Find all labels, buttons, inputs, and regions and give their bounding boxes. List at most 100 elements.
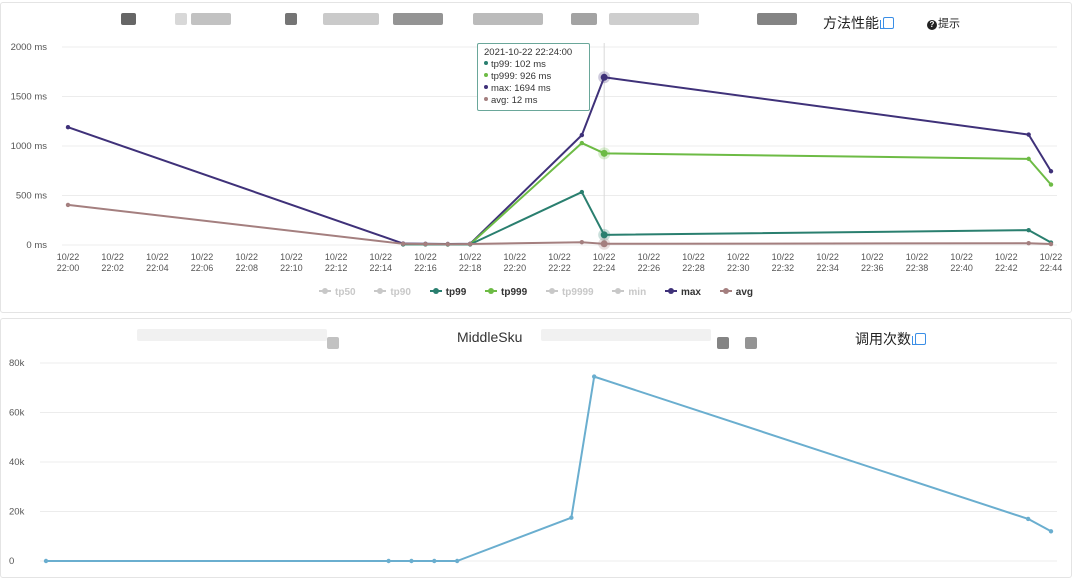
redacted-title-block <box>191 13 231 25</box>
redacted-title-block <box>757 13 797 25</box>
data-point <box>579 240 585 245</box>
data-point <box>591 374 597 379</box>
tooltip-time: 2021-10-22 22:24:00 <box>484 47 573 58</box>
legend-item-tp9999[interactable]: tp9999 <box>545 287 594 298</box>
x-tick-label: 10/22 22:16 <box>414 252 437 273</box>
performance-line-chart[interactable]: 0 ms 500 ms 1000 ms 1500 ms 2000 ms 10/22 22:0… <box>1 3 1072 281</box>
data-point <box>454 558 460 564</box>
tooltip-row-max: max: 1694 ms <box>484 83 583 95</box>
redacted-title-block <box>745 337 757 349</box>
y-tick-label: 1500 ms <box>11 92 48 103</box>
redacted-title-block <box>609 13 699 25</box>
legend-item-min[interactable]: min <box>612 287 646 298</box>
copy-icon[interactable] <box>880 17 894 29</box>
x-tick-label: 10/22 22:28 <box>682 252 705 273</box>
data-point <box>432 558 437 564</box>
data-point <box>1026 156 1031 162</box>
tooltip-row-tp99: tp99: 102 ms <box>484 59 583 71</box>
redacted-title-block <box>121 13 136 25</box>
legend-item-tp50[interactable]: tp50 <box>319 287 356 298</box>
legend-item-max[interactable]: max <box>664 287 701 298</box>
x-tick-label: 10/22 22:14 <box>370 252 393 273</box>
data-point <box>1026 227 1031 233</box>
series-line <box>46 375 1052 562</box>
redacted-title-block <box>137 329 327 341</box>
y-tick-label: 2000 ms <box>11 42 48 53</box>
tooltip-row-tp999: tp999: 926 ms <box>484 71 583 83</box>
call-count-panel: MiddleSku 调用次数 0 20k 40k 60k 80k <box>0 318 1072 578</box>
legend-item-avg[interactable]: avg <box>719 287 753 298</box>
y-tick-label: 60k <box>9 408 25 419</box>
x-tick-label: 10/22 22:04 <box>146 252 169 273</box>
data-point <box>1025 516 1031 522</box>
x-tick-label: 10/22 22:10 <box>280 252 303 273</box>
y-tick-label: 20k <box>9 507 25 518</box>
redacted-title-block <box>717 337 729 349</box>
chart-legend: tp50 tp90 tp99 tp999 tp9999 min max avg <box>1 287 1071 298</box>
panel-title: 方法性能 ? 提示 <box>1 11 1071 35</box>
x-tick-label: 10/22 22:02 <box>101 252 124 273</box>
legend-item-tp999[interactable]: tp999 <box>485 287 527 298</box>
legend-item-tp90[interactable]: tp90 <box>374 287 411 298</box>
tooltip-row-avg: avg: 12 ms <box>484 95 583 107</box>
data-point <box>569 515 574 520</box>
x-tick-label: 10/22 22:36 <box>861 252 884 273</box>
data-point <box>423 241 428 247</box>
panel-title: MiddleSku 调用次数 <box>1 327 1071 351</box>
x-tick-label: 10/22 22:42 <box>995 252 1018 273</box>
redacted-title-block <box>393 13 443 25</box>
x-tick-label: 10/22 22:18 <box>459 252 482 273</box>
x-tick-label: 10/22 22:38 <box>906 252 929 273</box>
x-tick-label: 10/22 22:22 <box>548 252 571 273</box>
help-link[interactable]: ? 提示 <box>927 15 960 31</box>
series-line-tp99 <box>403 191 1052 246</box>
x-tick-label: 10/22 22:26 <box>638 252 661 273</box>
x-tick-label: 10/22 22:08 <box>235 252 258 273</box>
y-tick-label: 0 <box>9 556 14 567</box>
method-performance-panel: 方法性能 ? 提示 0 ms 500 ms 1000 ms 1500 ms 2000 ms… <box>0 2 1072 313</box>
x-tick-label: 10/22 22:12 <box>325 252 348 273</box>
data-point <box>467 241 473 247</box>
panel-title-text: 调用次数 <box>855 329 926 349</box>
data-point <box>579 140 585 146</box>
redacted-title-block <box>473 13 543 25</box>
redacted-title-block <box>323 13 379 25</box>
x-tick-label: 10/22 22:40 <box>950 252 973 273</box>
data-point <box>1048 241 1054 247</box>
call-count-line-chart[interactable]: 0 20k 40k 60k 80k <box>1 319 1072 578</box>
panel-title-prefix: MiddleSku <box>457 329 523 345</box>
redacted-title-block <box>327 337 339 349</box>
x-tick-label: 10/22 22:06 <box>191 252 214 273</box>
data-point <box>445 242 450 247</box>
redacted-title-block <box>285 13 297 25</box>
series-line-avg <box>67 203 1052 246</box>
data-point <box>65 124 71 130</box>
x-tick-label: 10/22 22:32 <box>772 252 795 273</box>
x-tick-label: 10/22 22:20 <box>504 252 527 273</box>
x-tick-label: 10/22 22:30 <box>727 252 750 273</box>
data-point <box>1048 169 1054 174</box>
panel-title-text: 方法性能 <box>823 13 894 33</box>
y-tick-label: 40k <box>9 457 25 468</box>
data-point <box>1026 241 1031 246</box>
data-point <box>579 132 585 138</box>
redacted-title-block <box>571 13 597 25</box>
data-point <box>600 149 608 157</box>
copy-icon[interactable] <box>912 333 926 345</box>
data-point <box>600 73 608 81</box>
x-tick-label: 10/22 22:24 <box>593 252 616 273</box>
x-tick-label: 10/22 22:44 <box>1040 252 1063 273</box>
data-point <box>386 558 391 564</box>
data-point <box>65 202 71 208</box>
redacted-title-block <box>175 13 187 25</box>
data-point <box>400 241 406 247</box>
y-tick-label: 80k <box>9 358 25 369</box>
chart-tooltip: 2021-10-22 22:24:00 tp99: 102 ms tp999: … <box>477 43 590 111</box>
y-tick-label: 500 ms <box>16 191 47 202</box>
data-point <box>1048 182 1054 187</box>
y-tick-label: 0 ms <box>26 240 47 251</box>
data-point <box>579 189 585 195</box>
data-point <box>600 240 608 248</box>
legend-item-tp99[interactable]: tp99 <box>429 287 466 298</box>
redacted-title-block <box>541 329 711 341</box>
